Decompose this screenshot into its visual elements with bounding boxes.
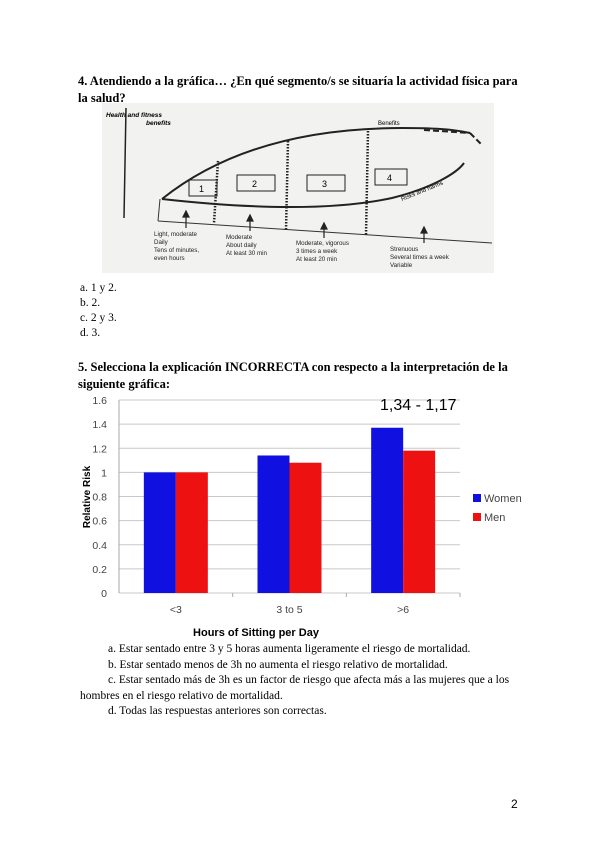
question-5-title: 5. Selecciona la explicación INCORRECTA …: [78, 360, 508, 391]
level-3-line-3: At least 20 min: [296, 256, 337, 263]
segment-box-3: [306, 174, 346, 192]
level-2-line-2: About daily: [226, 242, 258, 249]
diagram-baseline: [157, 198, 493, 244]
chart-tick-labels: 0 0.2 0.4 0.6 0.8 1 1.2 1.4 1.6 <3 3 to 5 >6: [92, 395, 409, 616]
chart-bars: [143, 427, 436, 593]
arrow-head-icon: [320, 221, 328, 230]
bar-men: [175, 472, 208, 593]
y-tick-label: 0: [101, 588, 107, 600]
benefits-curve-dashed: [423, 129, 483, 146]
bar-women: [257, 455, 290, 593]
y-tick-label: 1.4: [92, 419, 107, 431]
diagram-y-axis: [123, 107, 127, 219]
x-axis-label: Hours of Sitting per Day: [193, 627, 320, 639]
y-tick-label: 0.8: [92, 492, 107, 504]
question-4-title: 4. Atendiendo a la gráfica… ¿En qué segm…: [78, 74, 518, 105]
x-tick-label: <3: [170, 604, 182, 616]
level-labels: Light, moderate Daily Tens of minutes, e…: [154, 231, 450, 269]
level-2-line-1: Moderate: [226, 234, 253, 241]
bar-women: [371, 427, 404, 593]
segment-dividers: [212, 130, 370, 236]
risks-curve: [161, 162, 465, 209]
segment-4: 4: [387, 173, 392, 183]
option-a[interactable]: a. Estar sentado entre 3 y 5 horas aumen…: [108, 643, 471, 655]
relative-risk-bar-chart: 0 0.2 0.4 0.6 0.8 1 1.2 1.4 1.6 <3 3 to 5 >6 1,34 -…: [82, 395, 522, 639]
segment-box-1: [188, 179, 218, 197]
option-d[interactable]: d. Todas las respuestas anteriores son c…: [108, 705, 327, 717]
option-c[interactable]: c. 2 y 3.: [80, 312, 117, 324]
level-3-line-2: 3 times a week: [296, 248, 338, 255]
option-b[interactable]: b. 2.: [80, 297, 101, 309]
y-tick-label: 0.2: [92, 564, 107, 576]
x-tick-label: 3 to 5: [276, 604, 302, 616]
chart-annotation: 1,34 - 1,17: [380, 397, 457, 414]
segment-box-2: [236, 174, 276, 192]
segment-2: 2: [252, 179, 257, 189]
bar-women: [143, 472, 176, 593]
segment-box-4: [374, 168, 408, 186]
segment-1: 1: [199, 184, 204, 194]
y-label-2: benefits: [146, 120, 171, 127]
option-b[interactable]: b. Estar sentado menos de 3h no aumenta …: [108, 658, 448, 671]
arrow-head-icon: [246, 213, 254, 222]
level-3-line-1: Moderate, vigorous: [296, 240, 349, 247]
segment-3: 3: [322, 179, 327, 189]
level-1-line-3: Tens of minutes,: [154, 247, 199, 254]
legend-swatch-women: [473, 494, 481, 502]
question-4-options: a. 1 y 2. b. 2. c. 2 y 3. d. 3.: [80, 281, 117, 341]
bar-men: [403, 450, 436, 593]
bar-men: [289, 462, 322, 593]
legend-label-women: Women: [484, 493, 522, 505]
level-1-line-4: even hours: [154, 255, 185, 262]
option-c[interactable]: c. Estar sentado más de 3h es un factor …: [80, 674, 510, 702]
chart-legend: Women Men: [473, 493, 522, 524]
y-tick-label: 0.4: [92, 540, 107, 552]
page-number: 2: [511, 797, 518, 811]
level-4-line-2: Several times a week: [390, 254, 450, 261]
segment-divider: [212, 160, 220, 224]
benefits-label: Benefits: [378, 121, 400, 127]
y-tick-label: 1.2: [92, 443, 107, 455]
segment-divider: [364, 130, 370, 236]
arrow-head-icon: [182, 209, 190, 218]
question-5-options: a. Estar sentado entre 3 y 5 horas aumen…: [80, 642, 520, 720]
diagram-background: [102, 103, 494, 273]
activity-benefits-diagram: Health and fitness benefits Benefits Ris…: [102, 103, 494, 273]
y-tick-label: 1: [101, 467, 107, 479]
legend-swatch-men: [473, 513, 481, 521]
benefits-curve: [161, 126, 471, 200]
level-arrows: [182, 209, 428, 243]
x-tick-label: >6: [397, 604, 409, 616]
legend-label-men: Men: [484, 512, 505, 524]
level-1-line-2: Daily: [154, 239, 169, 246]
y-label-1: Health and fitness: [106, 112, 162, 119]
option-a[interactable]: a. 1 y 2.: [80, 282, 117, 294]
y-tick-label: 1.6: [92, 395, 107, 407]
level-2-line-3: At least 30 min: [226, 250, 267, 257]
y-tick-label: 0.6: [92, 516, 107, 528]
y-axis-label: Relative Risk: [82, 465, 93, 528]
arrow-head-icon: [420, 225, 428, 234]
level-4-line-1: Strenuous: [390, 246, 418, 253]
segment-boxes: 1 2 3 4: [188, 168, 408, 197]
level-1-line-1: Light, moderate: [154, 231, 198, 238]
level-4-line-3: Variable: [390, 262, 413, 269]
option-d[interactable]: d. 3.: [80, 327, 101, 339]
